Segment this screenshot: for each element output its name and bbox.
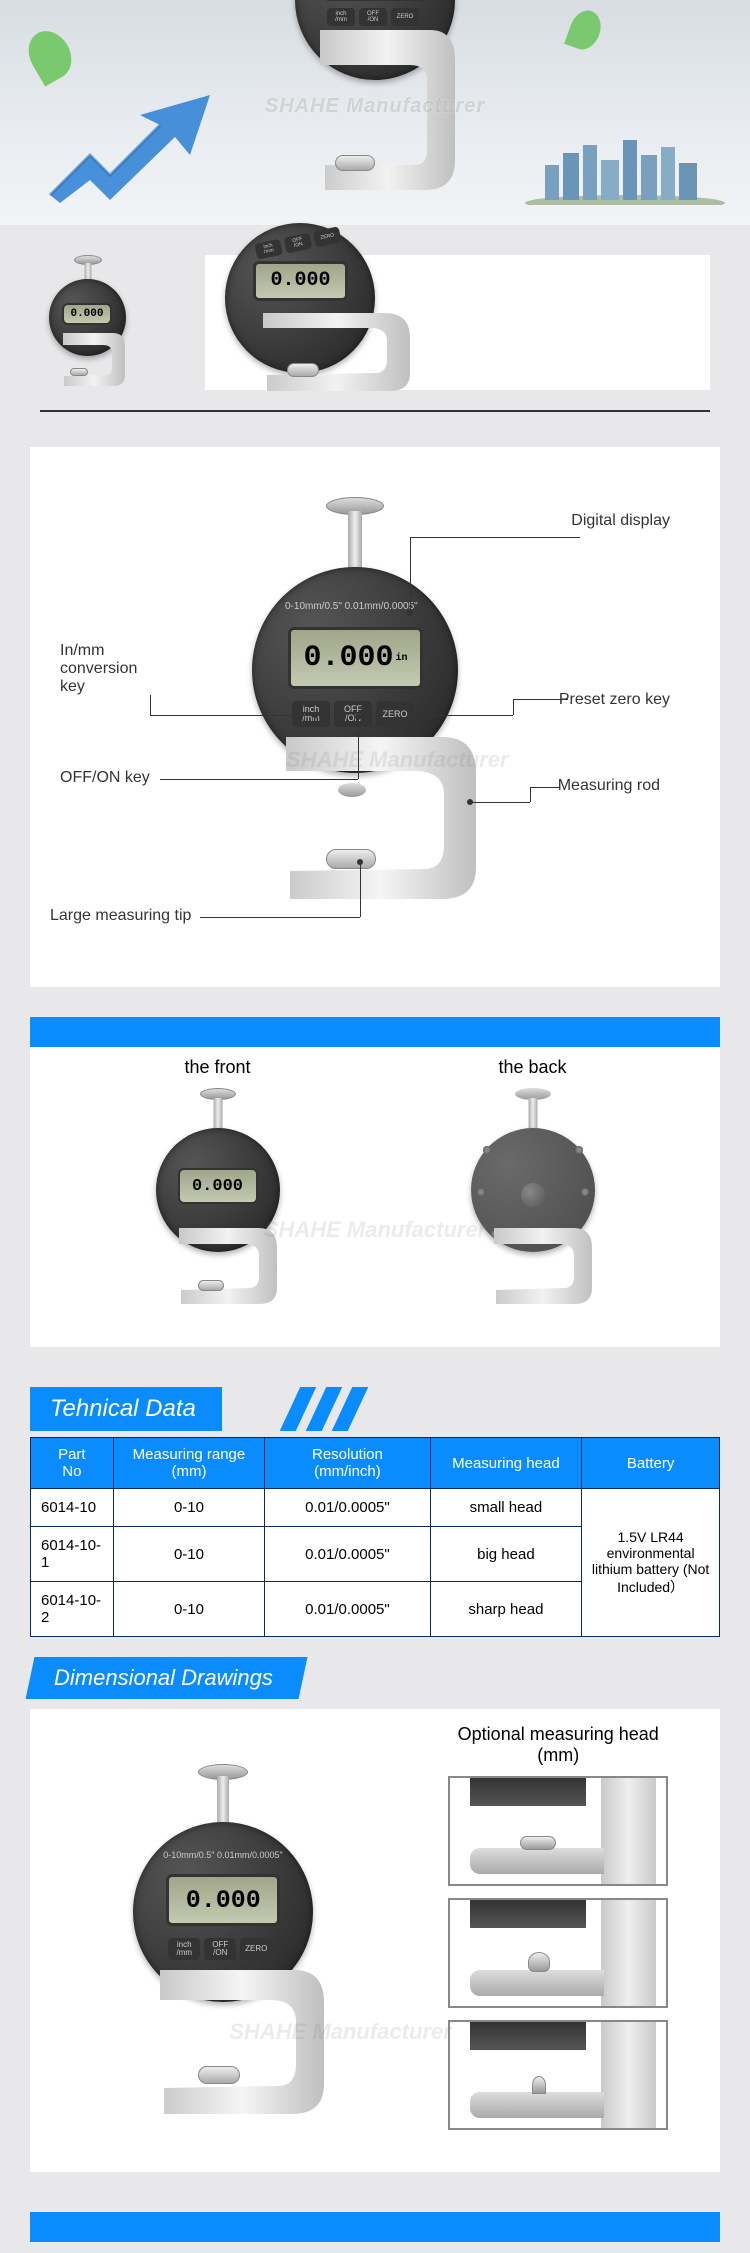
table-header: Measuring range(mm) <box>113 1438 265 1489</box>
front-title: the front <box>60 1057 375 1078</box>
table-cell: 0-10 <box>113 1582 265 1637</box>
watermark: SHAHE Manufacturer <box>286 747 508 773</box>
leaf-decoration <box>20 23 80 86</box>
label-off-on: OFF/ON key <box>60 769 150 787</box>
cityscape-icon <box>525 135 725 205</box>
table-row: 6014-100-100.01/0.0005"small head1.5V LR… <box>31 1489 720 1527</box>
spec-header-row: PartNoMeasuring range(mm)Resolution(mm/i… <box>31 1438 720 1489</box>
battery-cell: 1.5V LR44 environmental lithium battery … <box>582 1489 720 1637</box>
table-cell: 6014-10-2 <box>31 1582 114 1637</box>
label-digital-display: Digital display <box>571 512 670 530</box>
lcd-display: 0.000 <box>166 1874 280 1926</box>
label-measuring-rod: Measuring rod <box>558 777 660 795</box>
gauge-frame <box>255 313 415 393</box>
table-cell: 0-10 <box>113 1527 265 1582</box>
lcd-display: 0.000 <box>62 303 112 325</box>
lcd-display: 0.000 <box>253 261 348 301</box>
label-preset-zero: Preset zero key <box>559 691 670 709</box>
mode-button: inch /mm <box>168 1938 200 1960</box>
spec-table: PartNoMeasuring range(mm)Resolution(mm/i… <box>30 1437 720 1637</box>
table-cell: 0.01/0.0005" <box>265 1582 430 1637</box>
table-header: PartNo <box>31 1438 114 1489</box>
zero-button: ZERO <box>240 1938 272 1960</box>
technical-data-section: Tehnical Data PartNoMeasuring range(mm)R… <box>0 1387 750 1637</box>
front-back-section: the front 0.000 the back <box>0 1017 750 1347</box>
table-cell: big head <box>430 1527 582 1582</box>
technical-title: Tehnical Data <box>50 1395 196 1422</box>
table-cell: 0.01/0.0005" <box>265 1527 430 1582</box>
measuring-head-point-head <box>448 2020 668 2130</box>
power-button: OFF /ON <box>334 701 372 727</box>
dimensional-right: Optional measuring head(mm) <box>417 1724 701 2142</box>
watermark: SHAHE Manufacturer <box>229 2019 451 2045</box>
product-thumbnails: 0.000 0.000 inch /mm OFF /ON ZERO <box>0 225 750 410</box>
table-cell: 0.01/0.0005" <box>265 1489 430 1527</box>
power-button: OFF /ON <box>359 8 387 26</box>
thumbnail-large: 0.000 inch /mm OFF /ON ZERO <box>205 255 710 390</box>
table-cell: 6014-10-1 <box>31 1527 114 1582</box>
measuring-head-dome-head <box>448 1898 668 2008</box>
arrow-up-icon <box>40 85 220 205</box>
table-cell: 0-10 <box>113 1489 265 1527</box>
table-header: Measuring head <box>430 1438 582 1489</box>
table-header: Resolution(mm/inch) <box>265 1438 430 1489</box>
gauge-frame <box>58 333 128 388</box>
mode-button: inch /mm <box>327 8 355 26</box>
label-large-tip: Large measuring tip <box>50 907 191 925</box>
technical-header: Tehnical Data <box>30 1387 720 1431</box>
hero-banner: 0.000 inch /mm OFF /ON ZERO SHAHE Manufa… <box>0 0 750 225</box>
mode-button: inch /mm <box>292 701 330 727</box>
zero-button: ZERO <box>376 701 414 727</box>
table-header: Battery <box>582 1438 720 1489</box>
dimensional-title: Dimensional Drawings <box>54 1665 273 1691</box>
leaf-decoration <box>564 6 606 54</box>
bottom-bar <box>30 2212 720 2242</box>
gauge-frame-back <box>488 1228 598 1306</box>
watermark: SHAHE Manufacturer <box>264 1217 486 1243</box>
dimensional-section: Dimensional Drawings 0-10mm/0.5" 0.01mm/… <box>0 1657 750 2172</box>
product-detail-page: 0.000 inch /mm OFF /ON ZERO SHAHE Manufa… <box>0 0 750 2242</box>
feature-diagram: 0-10mm/0.5" 0.01mm/0.0005" 0.000in inch … <box>30 447 720 987</box>
zero-button: ZERO <box>391 8 419 26</box>
lcd-display: 0.000 <box>178 1168 258 1204</box>
dimensional-left: 0-10mm/0.5" 0.01mm/0.0005" 0.000 inch /m… <box>50 1724 397 2142</box>
label-conversion-key: In/mm conversion key <box>60 642 137 696</box>
lcd-display: 0.000 <box>323 0 427 1</box>
watermark: SHAHE Manufacturer <box>265 95 485 118</box>
gauge-frame <box>173 1228 283 1378</box>
measuring-head-flat-head <box>448 1776 668 1886</box>
gauge-frame <box>150 1970 330 2120</box>
optional-heads-title: Optional measuring head(mm) <box>417 1724 701 1766</box>
table-cell: sharp head <box>430 1582 582 1637</box>
table-cell: 6014-10 <box>31 1489 114 1527</box>
dimensional-header: Dimensional Drawings <box>30 1657 720 1699</box>
section-bar <box>30 1017 720 1047</box>
power-button: OFF /ON <box>204 1938 236 1960</box>
front-column: the front 0.000 <box>60 1057 375 1303</box>
lcd-display: 0.000in <box>288 627 423 689</box>
back-column: the back <box>375 1057 690 1303</box>
thumbnail-small: 0.000 <box>40 255 135 390</box>
back-title: the back <box>375 1057 690 1078</box>
table-cell: small head <box>430 1489 582 1527</box>
